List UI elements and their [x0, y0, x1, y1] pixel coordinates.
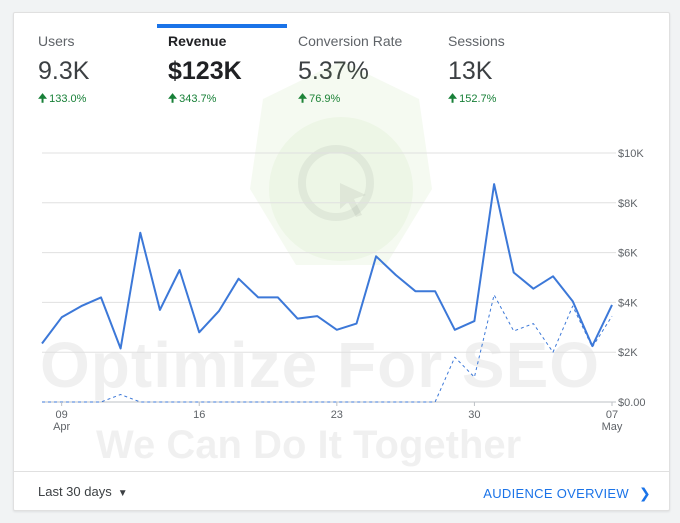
y-tick-label: $2K [618, 347, 638, 359]
arrow-up-icon: 🠉 [168, 93, 178, 105]
x-tick-day: 30 [468, 409, 480, 421]
metric-label: Sessions [448, 33, 505, 49]
x-tick-day: 07 [606, 409, 618, 421]
y-tick-label: $10K [618, 148, 644, 160]
metric-tab-revenue[interactable]: Revenue $123K 🠉 343.7% [168, 33, 242, 109]
metric-change: 🠉 343.7% [168, 90, 242, 109]
metric-value: 5.37% [298, 57, 369, 85]
arrow-up-icon: 🠉 [448, 93, 458, 105]
y-tick-label: $4K [618, 297, 638, 309]
y-tick-label: $8K [618, 198, 638, 210]
metric-change: 🠉 76.9% [298, 90, 402, 109]
audience-overview-label: AUDIENCE OVERVIEW [483, 486, 629, 501]
metric-change-value: 133.0% [49, 93, 87, 105]
arrow-up-icon: 🠉 [38, 93, 48, 105]
metric-tab-sessions[interactable]: Sessions 13K 🠉 152.7% [448, 33, 505, 109]
chevron-right-icon: ❯ [638, 485, 651, 501]
x-tick-day: 09 [56, 409, 68, 421]
metric-label: Revenue [168, 33, 227, 49]
metric-change-value: 152.7% [459, 93, 497, 105]
metric-value: 13K [448, 57, 493, 85]
metric-label: Conversion Rate [298, 33, 403, 49]
date-range-dropdown[interactable]: Last 30 days ▼ [38, 484, 128, 499]
metric-change-value: 343.7% [179, 93, 217, 105]
y-axis-labels: $0.00 $2K $4K $6K $8K $10K [618, 148, 646, 409]
chart-gridlines [42, 152, 616, 403]
previous-period-line [42, 294, 613, 403]
metric-tab-users[interactable]: Users 9.3K 🠉 133.0% [38, 33, 89, 109]
metric-value: 9.3K [38, 57, 90, 85]
chart-series [41, 183, 613, 403]
metric-value: $123K [168, 57, 242, 85]
metric-tab-conversion-rate[interactable]: Conversion Rate 5.37% 🠉 76.9% [298, 33, 402, 109]
y-tick-label: $0.00 [618, 397, 646, 409]
arrow-up-icon: 🠉 [298, 93, 308, 105]
footer-divider [14, 471, 669, 472]
x-tick-day: 23 [331, 409, 343, 421]
metric-change-value: 76.9% [309, 93, 341, 105]
audience-overview-card: Users 9.3K 🠉 133.0% Revenue $123K 🠉 343.7%… [13, 12, 670, 511]
date-range-label: Last 30 days [38, 484, 112, 499]
metric-change: 🠉 152.7% [448, 90, 505, 109]
active-metric-indicator [157, 24, 287, 28]
revenue-line [41, 183, 613, 350]
metric-label: Users [38, 33, 75, 49]
x-tick-month: Apr [53, 421, 70, 433]
y-tick-label: $6K [618, 248, 638, 260]
audience-overview-link[interactable]: AUDIENCE OVERVIEW ❯ [483, 485, 651, 502]
x-tick-day: 16 [193, 409, 205, 421]
metric-change: 🠉 133.0% [38, 90, 89, 109]
caret-down-icon: ▼ [117, 488, 128, 499]
x-tick-month: May [602, 421, 623, 433]
